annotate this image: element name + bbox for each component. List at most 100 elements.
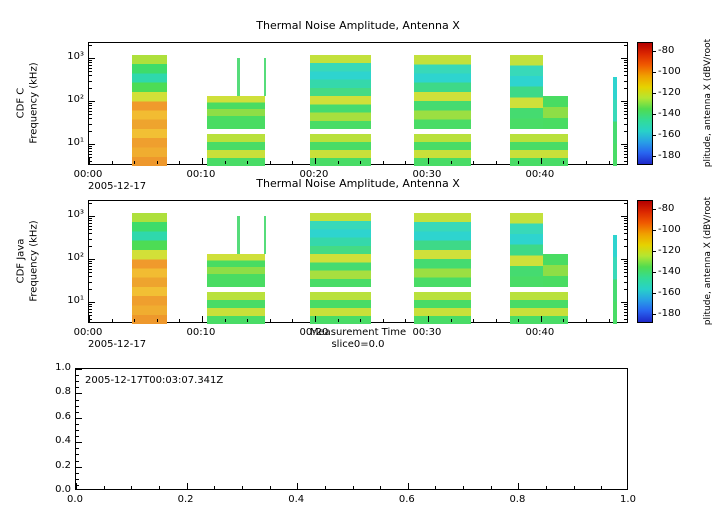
y-minor-tick [89,268,92,270]
x-minor-tick [103,486,105,489]
x-minor-tick [337,161,339,164]
panel1-y-axis-label-line2: Frequency (kHz) [28,62,40,144]
y-major-tick [89,259,95,261]
x-minor-tick [360,319,362,322]
x-minor-tick [563,161,565,164]
y-minor-tick [624,268,627,270]
y-minor-tick [624,281,627,283]
y-minor-tick [624,308,627,310]
y-minor-tick [89,45,92,47]
y-minor-tick [76,423,79,425]
x-tick-label: 00:10 [186,169,216,180]
y-minor-tick [89,150,92,152]
x-minor-tick [495,319,497,322]
y-minor-tick [624,146,627,148]
y-major-tick [76,442,82,444]
colorbar-tick [653,314,656,316]
colorbar-tick [653,114,656,115]
y-minor-tick [89,62,92,64]
y-major-tick [76,489,82,490]
y-minor-tick [624,153,627,155]
y-tick-label: 10¹ [67,295,84,307]
x-tick-label: 00:20 [299,169,329,180]
y-minor-tick [624,228,627,230]
x-minor-tick [269,319,271,322]
y-minor-tick [624,114,627,115]
y-minor-tick [624,131,627,133]
spectrogram-burst [206,292,266,324]
y-minor-tick [624,261,627,263]
x-major-tick [186,483,188,489]
x-tick-label: 0.2 [177,494,194,505]
y-minor-tick [89,263,92,265]
x-minor-tick [352,486,354,489]
panel2-slice-label: slice0=0.0 [331,339,385,350]
y-minor-tick [76,460,79,462]
y-minor-tick [89,123,92,125]
y-minor-tick [76,472,79,474]
x-minor-tick [405,319,407,322]
plot-area-cdf-java[interactable] [88,200,628,324]
plot-area-cdf-c[interactable] [88,42,628,166]
x-major-tick [297,483,299,489]
y-tick-label: 10² [67,252,84,264]
spectrogram-burst [414,134,471,166]
y-minor-tick [89,315,92,316]
panel2-title: Thermal Noise Amplitude, Antenna X [256,177,460,190]
spectrogram-burst [510,55,544,130]
y-minor-tick [76,436,79,438]
y-minor-tick [624,88,627,90]
y-minor-tick [624,107,627,109]
y-minor-tick [89,222,92,224]
y-tick-label: 10² [67,94,84,106]
spectrogram-burst [206,95,266,130]
x-minor-tick [158,486,160,489]
spectrogram-burst [510,213,544,288]
spectrogram-burst [613,77,617,166]
x-tick-label: 00:00 [73,169,103,180]
y-minor-tick [89,225,92,227]
x-minor-tick [495,161,497,164]
x-major-tick [201,158,203,164]
spectrogram-burst [263,215,267,254]
y-minor-tick [89,103,92,105]
y-minor-tick [89,311,92,313]
bottom-panel-annotation: 2005-12-17T00:03:07.341Z [85,375,224,386]
y-minor-tick [624,276,627,278]
plot-area-bottom[interactable] [75,368,628,490]
y-minor-tick [624,306,627,308]
y-minor-tick [624,103,627,105]
y-minor-tick [89,289,92,291]
y-minor-tick [89,261,92,263]
x-minor-tick [324,486,326,489]
y-minor-tick [624,75,627,77]
y-minor-tick [624,105,627,107]
y-minor-tick [89,304,92,306]
x-minor-tick [269,486,271,489]
x-minor-tick [435,486,437,489]
y-minor-tick [624,263,627,265]
y-minor-tick [76,405,79,407]
colorbar-tick [653,135,656,136]
y-minor-tick [624,246,627,248]
y-minor-tick [624,123,627,125]
x-minor-tick [292,161,294,164]
colorbar-tick-label: -160 [658,129,681,140]
x-tick-label: 00:40 [525,169,555,180]
panel2-x-axis-date: 2005-12-17 [88,339,147,350]
y-minor-tick [624,218,627,220]
x-minor-tick [546,486,548,489]
y-minor-tick [624,67,627,69]
y-minor-tick [89,118,92,120]
colorbar-cdf-java [637,200,653,323]
colorbar-tick-label: -180 [658,308,681,320]
spectrogram-burst [310,213,372,288]
y-major-tick [89,302,95,304]
y-minor-tick [624,118,627,120]
y-minor-tick [89,157,92,158]
y-minor-tick [89,272,92,273]
x-minor-tick [292,319,294,322]
x-tick-label: 0.4 [288,494,305,505]
y-minor-tick [89,281,92,283]
colorbar-cdf-c [637,42,653,165]
